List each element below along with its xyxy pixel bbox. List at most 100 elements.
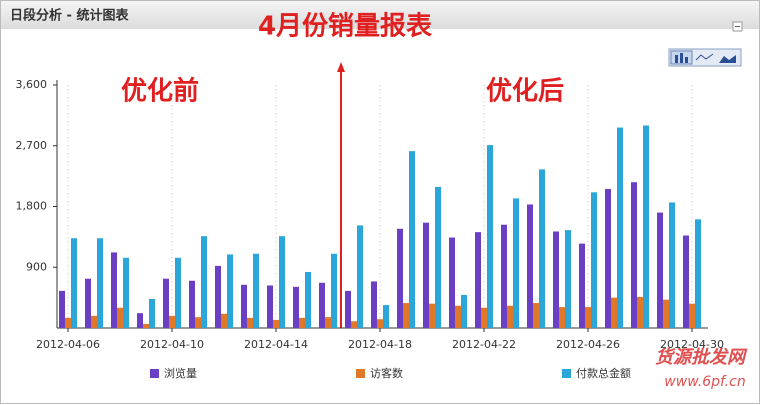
arrow-head xyxy=(337,62,345,72)
bar xyxy=(617,127,623,329)
bar xyxy=(513,198,519,328)
bar xyxy=(163,278,169,328)
bar xyxy=(253,253,259,328)
bar xyxy=(631,182,637,328)
bar xyxy=(559,307,565,328)
bar xyxy=(117,307,123,328)
bar xyxy=(331,253,337,328)
bar xyxy=(565,230,571,328)
bar xyxy=(377,319,383,328)
bar xyxy=(553,231,559,328)
bar xyxy=(201,236,207,328)
bar xyxy=(449,237,455,328)
y-tick-label: 1,800 xyxy=(16,200,48,213)
bar xyxy=(507,305,513,328)
bar xyxy=(539,169,545,328)
bar xyxy=(221,313,227,328)
bar xyxy=(273,319,279,328)
legend-swatch xyxy=(356,369,365,378)
bar xyxy=(123,257,129,328)
bar xyxy=(85,278,91,328)
bar xyxy=(293,286,299,328)
y-tick-label: 2,700 xyxy=(16,139,48,152)
bar xyxy=(475,232,481,328)
bar xyxy=(455,305,461,328)
watermark: 货源批发网 xyxy=(655,347,748,368)
legend-swatch xyxy=(562,369,571,378)
bar xyxy=(487,145,493,328)
bar xyxy=(299,317,305,328)
bar xyxy=(579,243,585,328)
bar xyxy=(669,202,675,328)
bar xyxy=(657,212,663,328)
legend-label: 浏览量 xyxy=(164,366,197,380)
bar xyxy=(481,307,487,328)
bar xyxy=(689,303,695,328)
bar xyxy=(683,235,689,328)
bar xyxy=(585,307,591,328)
icon xyxy=(695,53,714,61)
bar xyxy=(351,321,357,328)
bar xyxy=(357,225,363,328)
bar xyxy=(461,294,467,328)
bar xyxy=(403,303,409,328)
bar xyxy=(409,151,415,328)
bar xyxy=(247,317,253,328)
bar xyxy=(695,219,701,328)
y-tick-label: 900 xyxy=(26,260,47,273)
bar xyxy=(195,317,201,328)
x-tick-label: 2012-04-18 xyxy=(348,338,412,351)
x-tick-label: 2012-04-30 xyxy=(660,338,724,351)
annotation: 优化后 xyxy=(486,77,564,107)
bar xyxy=(71,238,77,328)
bar xyxy=(279,236,285,328)
bar xyxy=(423,222,429,328)
header-title: 日段分析 - 统计图表 xyxy=(10,8,129,24)
x-tick-label: 2012-04-10 xyxy=(140,338,204,351)
bar xyxy=(605,188,611,328)
bar xyxy=(325,317,331,328)
bar xyxy=(189,280,195,328)
bar xyxy=(501,224,507,328)
icon xyxy=(675,55,678,63)
bar xyxy=(65,317,71,328)
bar xyxy=(591,192,597,328)
bar xyxy=(241,284,247,328)
bar xyxy=(383,305,389,328)
bar xyxy=(371,281,377,328)
bar xyxy=(59,290,65,328)
bar xyxy=(215,265,221,328)
bar xyxy=(345,290,351,328)
annotation: 优化前 xyxy=(121,76,199,107)
icon xyxy=(680,53,683,63)
header-bar xyxy=(1,1,759,29)
x-tick-label: 2012-04-26 xyxy=(556,338,620,351)
legend-label: 访客数 xyxy=(370,366,403,380)
bar xyxy=(267,285,273,328)
bar xyxy=(111,252,117,328)
bar xyxy=(527,204,533,328)
x-tick-label: 2012-04-22 xyxy=(452,338,516,351)
bar xyxy=(611,297,617,328)
bar xyxy=(91,315,97,328)
bar xyxy=(137,313,143,328)
x-tick-label: 2012-04-06 xyxy=(36,338,100,351)
y-tick-label: 3,600 xyxy=(16,78,48,91)
icon xyxy=(685,57,688,63)
bar xyxy=(429,303,435,328)
legend-label: 付款总金额 xyxy=(576,366,631,380)
bar xyxy=(435,186,441,328)
bar xyxy=(397,228,403,328)
bar xyxy=(227,254,233,328)
bar xyxy=(175,257,181,328)
bar xyxy=(533,303,539,328)
bar xyxy=(143,323,149,328)
x-tick-label: 2012-04-14 xyxy=(244,338,308,351)
bar xyxy=(97,238,103,328)
bar xyxy=(305,271,311,328)
bar xyxy=(637,296,643,328)
overlay-title: 4月份销量报表 xyxy=(258,11,433,42)
watermark: www.6pf.cn xyxy=(664,374,745,390)
